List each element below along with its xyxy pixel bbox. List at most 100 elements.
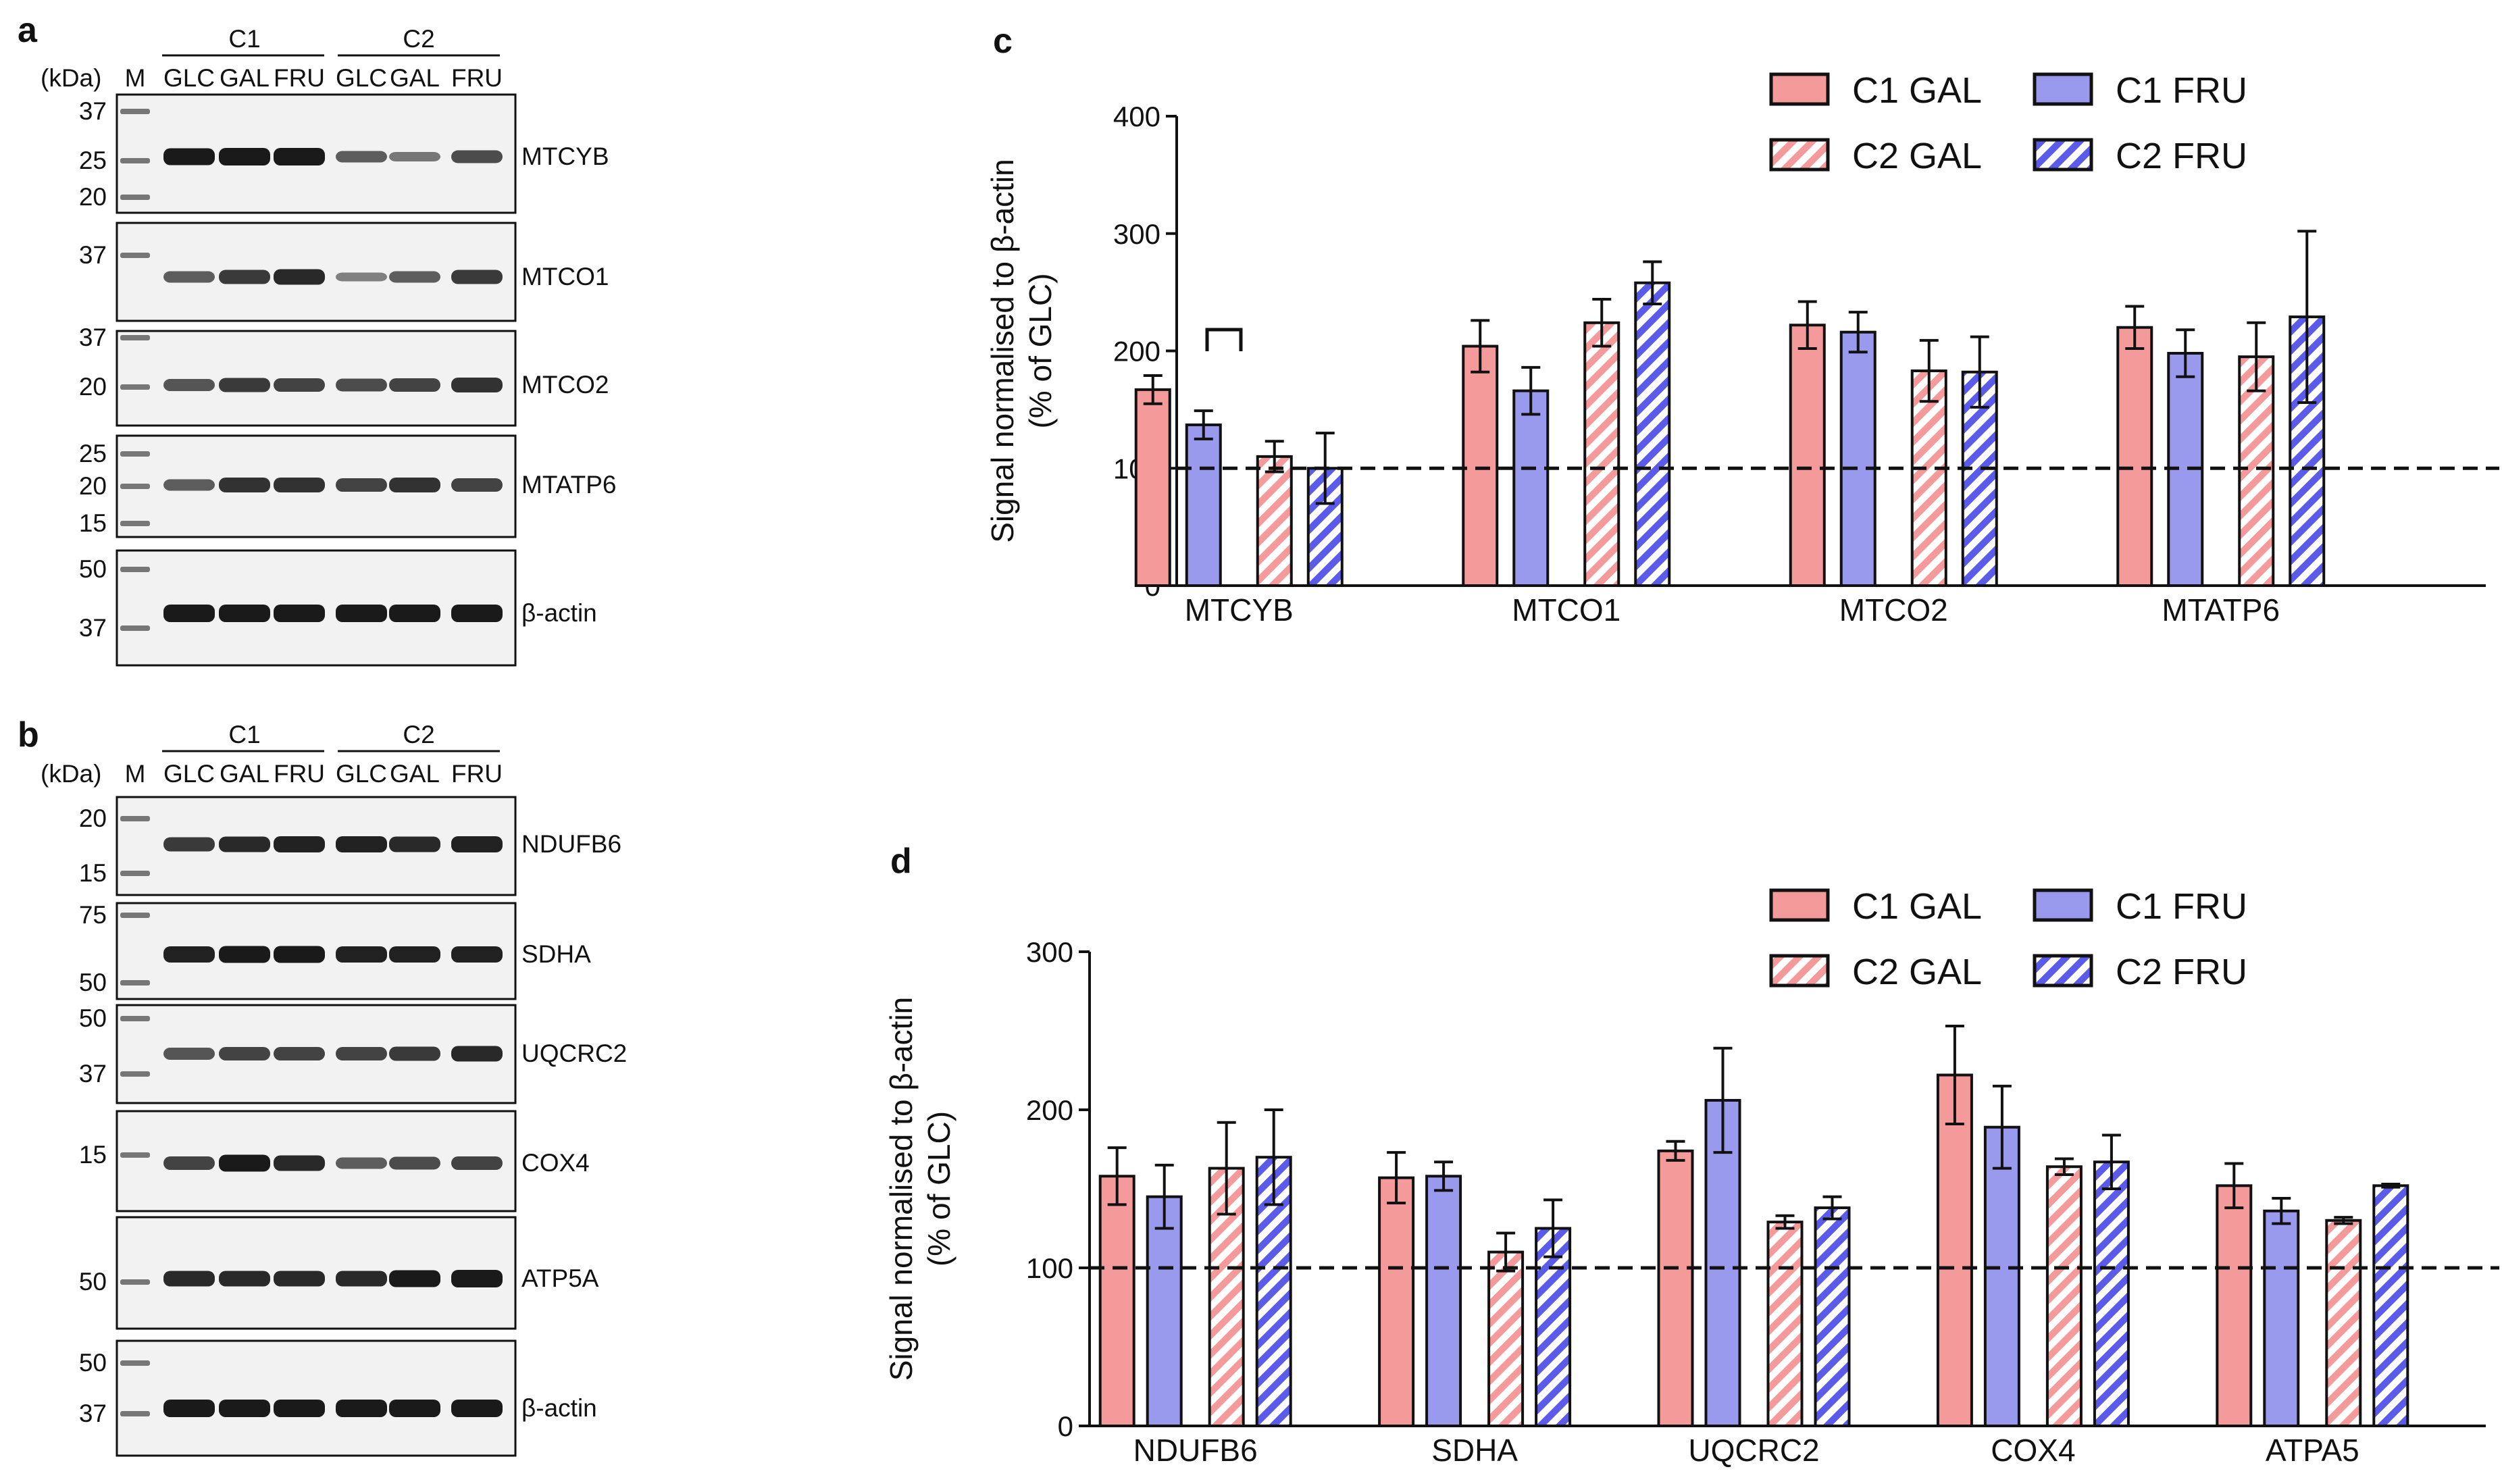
- protein-band: [336, 1400, 387, 1417]
- error-bar: [1543, 1198, 1563, 1258]
- x-category-label: COX4: [1991, 1433, 2075, 1468]
- protein-band: [274, 1271, 325, 1287]
- bar-c2-gal-sdha: [1487, 1250, 1525, 1427]
- bar-c1-gal-mtco1: [1462, 344, 1499, 587]
- legend-swatch: [2033, 138, 2093, 172]
- bar-c2-gal-uqcrc2: [1766, 1221, 1804, 1427]
- protein-band: [274, 1400, 325, 1417]
- protein-band: [163, 271, 215, 283]
- legend-item-c2-fru: C2 FRU: [2033, 136, 2247, 176]
- bar-c1-fru-mtco1: [1512, 389, 1550, 587]
- protein-band: [451, 1046, 503, 1062]
- error-bar: [2224, 1162, 2244, 1210]
- protein-band: [451, 1400, 503, 1417]
- kda-marker: 15: [79, 859, 107, 887]
- bar-chart-c: c Signal normalised to β-actin (% of GLC)…: [985, 22, 2499, 628]
- blot-ndufb6: 20 15 NDUFB6: [79, 796, 621, 896]
- protein-band: [274, 605, 325, 622]
- protein-band: [274, 269, 325, 285]
- error-bar: [2272, 1197, 2291, 1225]
- y-tick-label: 200: [1026, 1094, 1073, 1126]
- kda-marker: 25: [79, 147, 107, 174]
- kda-marker: 37: [79, 97, 107, 125]
- blot-mtco2: 37 20 MTCO2: [79, 324, 609, 427]
- group-label-c2: C2: [403, 25, 434, 53]
- group-label-c1: C1: [228, 25, 260, 53]
- protein-band: [389, 152, 440, 161]
- panel-letter-b: b: [18, 715, 39, 754]
- x-category-label: NDUFB6: [1133, 1433, 1258, 1468]
- protein-band: [274, 478, 325, 492]
- lane-label-gal: GAL: [220, 760, 270, 788]
- blot-protein-label: COX4: [521, 1149, 590, 1177]
- error-bar: [2334, 1216, 2353, 1225]
- protein-band: [163, 1271, 215, 1287]
- protein-band: [451, 605, 503, 622]
- ladder-band: [120, 335, 150, 340]
- bar-c2-gal-cox4: [2045, 1165, 2083, 1427]
- protein-band: [389, 605, 440, 622]
- protein-band: [336, 151, 387, 163]
- bar-c1-fru-mtco2: [1839, 330, 1876, 587]
- protein-band: [219, 605, 270, 622]
- lane-label-glc: GLC: [336, 760, 387, 788]
- bar-c1-fru-atpa5: [2263, 1209, 2300, 1427]
- protein-band: [274, 1047, 325, 1060]
- legend-label: C2 FRU: [2116, 136, 2247, 176]
- kda-marker: 50: [79, 1004, 107, 1032]
- kda-marker: 15: [79, 1141, 107, 1169]
- x-category-label: MTCO2: [1839, 592, 1948, 628]
- legend-item-c2-gal: C2 GAL: [1769, 952, 1982, 992]
- y-axis-title: Signal normalised to β-actin: [985, 159, 1020, 543]
- kda-label: (kDa): [41, 760, 101, 788]
- ladder-band: [120, 109, 150, 114]
- protein-band: [451, 378, 503, 392]
- protein-band: [163, 1048, 215, 1060]
- error-bar: [1387, 1151, 1406, 1205]
- bar-c2-fru-atpa5: [2372, 1184, 2409, 1427]
- legend-item-c2-gal: C2 GAL: [1769, 136, 1982, 176]
- protein-band: [163, 1156, 215, 1170]
- kda-marker: 37: [79, 324, 107, 351]
- kda-marker: 37: [79, 1060, 107, 1088]
- marker-lane-label: M: [125, 64, 146, 92]
- bar-c1-fru-ndufb6: [1146, 1195, 1183, 1427]
- error-bar: [1154, 1163, 1174, 1230]
- protein-band: [219, 1047, 270, 1060]
- lane-label-gal: GAL: [220, 64, 270, 92]
- lane-label-fru: FRU: [274, 760, 325, 788]
- blot-protein-label: MTCO2: [521, 371, 609, 399]
- protein-band: [389, 946, 440, 963]
- error-bar: [1822, 1195, 1842, 1221]
- group-label-c1: C1: [228, 721, 260, 748]
- bar-c1-fru-sdha: [1425, 1175, 1462, 1428]
- kda-label: (kDa): [41, 64, 101, 92]
- error-bar: [1945, 1024, 1964, 1126]
- y-tick-label: 0: [1058, 1410, 1073, 1442]
- blot-protein-label: MTCO1: [521, 263, 609, 290]
- kda-marker: 50: [79, 1349, 107, 1377]
- blot-uqcrc2: 50 37 UQCRC2: [79, 1004, 627, 1104]
- kda-marker: 50: [79, 555, 107, 583]
- protein-band: [451, 150, 503, 163]
- error-bar: [1496, 1231, 1516, 1273]
- error-bar: [1848, 311, 1868, 354]
- ladder-band: [120, 1411, 150, 1416]
- error-bar: [1143, 374, 1163, 405]
- panel-letter-c: c: [993, 22, 1013, 61]
- y-tick-label: 200: [1113, 336, 1160, 367]
- lane-label-fru: FRU: [451, 760, 503, 788]
- kda-marker: 20: [79, 373, 107, 401]
- protein-band: [389, 1400, 440, 1417]
- blot-b-header: C1 C2(kDa) M GLC GAL FRU GLC GAL FRU: [41, 721, 503, 788]
- protein-band: [389, 1270, 440, 1287]
- ladder-band: [120, 451, 150, 457]
- protein-band: [389, 271, 440, 283]
- ladder-band: [120, 384, 150, 390]
- blot-protein-label: MTATP6: [521, 471, 616, 498]
- protein-band: [451, 1270, 503, 1287]
- bar-chart-d: d Signal normalised to β-actin (% of GLC)…: [884, 842, 2499, 1468]
- protein-band: [163, 837, 215, 852]
- bar-c1-gal-cox4: [1936, 1073, 1973, 1427]
- kda-marker: 20: [79, 804, 107, 832]
